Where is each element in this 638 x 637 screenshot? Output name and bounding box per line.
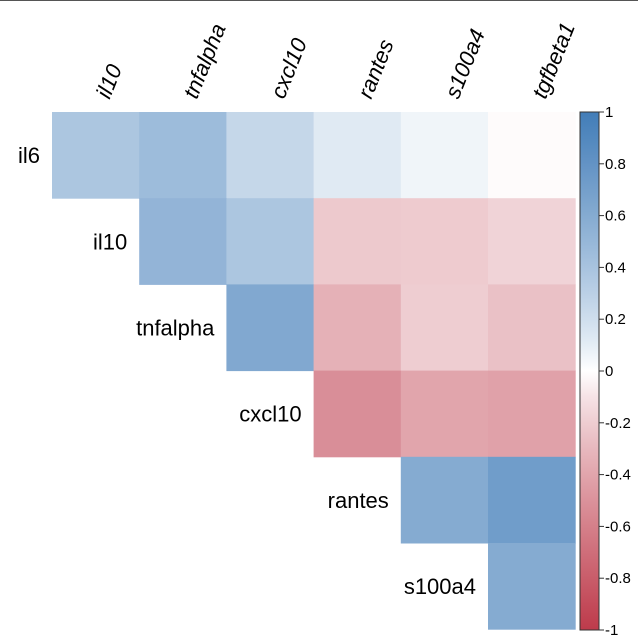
heatmap-cell-rantes-s100a4	[400, 456, 489, 544]
color-bar-tick-label: -0.6	[605, 518, 631, 535]
heatmap-cell-tnfalpha-tgfbeta1	[488, 284, 576, 372]
column-label-rantes: rantes	[353, 36, 399, 102]
heatmap-cell-il6-s100a4	[400, 112, 489, 199]
row-label-il6: il6	[18, 143, 40, 168]
heatmap-cell-il10-rantes	[313, 198, 402, 285]
heatmap-cell-tnfalpha-rantes	[313, 284, 402, 372]
heatmap-cell-il10-s100a4	[400, 198, 489, 285]
column-label-il10: il10	[91, 60, 127, 102]
heatmap-cell-cxcl10-tgfbeta1	[488, 370, 576, 458]
column-label-s100a4: s100a4	[440, 26, 490, 102]
heatmap-cell-cxcl10-rantes	[313, 370, 402, 458]
row-label-il10: il10	[93, 229, 127, 254]
heatmap-cell-il6-rantes	[313, 112, 402, 199]
color-bar-tick-label: 0.2	[605, 311, 626, 328]
heatmap-cell-s100a4-tgfbeta1	[488, 543, 576, 630]
column-label-cxcl10: cxcl10	[265, 34, 312, 102]
column-label-tgfbeta1: tgfbeta1	[527, 19, 580, 102]
heatmap-cell-tnfalpha-cxcl10	[226, 284, 315, 372]
heatmap-cell-il6-il10	[52, 112, 140, 199]
color-bar	[579, 111, 600, 631]
heatmap-cell-il6-tgfbeta1	[488, 112, 576, 199]
color-bar-tick-label: -1	[605, 622, 618, 637]
heatmap-cell-il10-tgfbeta1	[488, 198, 576, 285]
heatmap-cell-il10-tnfalpha	[139, 198, 227, 285]
row-label-cxcl10: cxcl10	[239, 402, 301, 427]
column-label-tnfalpha: tnfalpha	[178, 20, 231, 102]
color-bar-tick-label: 0	[605, 363, 613, 380]
heatmap-cell-il6-tnfalpha	[139, 112, 227, 199]
heatmap-cell-rantes-tgfbeta1	[488, 456, 576, 544]
color-bar-tick-label: 0.6	[605, 208, 626, 225]
color-bar-tick-label: -0.4	[605, 467, 631, 484]
color-bar-tick-label: 1	[605, 104, 613, 121]
heatmap-cell-il6-cxcl10	[226, 112, 315, 199]
row-label-s100a4: s100a4	[404, 574, 476, 599]
heatmap-cell-tnfalpha-s100a4	[400, 284, 489, 372]
top-border	[0, 0, 638, 1]
color-bar-tick-label: -0.8	[605, 570, 631, 587]
heatmap-cell-il10-cxcl10	[226, 198, 315, 285]
color-bar-tick-label: 0.8	[605, 156, 626, 173]
color-bar-tick-label: -0.2	[605, 415, 631, 432]
heatmap-cell-cxcl10-s100a4	[400, 370, 489, 458]
row-label-tnfalpha: tnfalpha	[136, 316, 215, 341]
row-label-rantes: rantes	[328, 488, 389, 513]
color-bar-tick-label: 0.4	[605, 259, 626, 276]
